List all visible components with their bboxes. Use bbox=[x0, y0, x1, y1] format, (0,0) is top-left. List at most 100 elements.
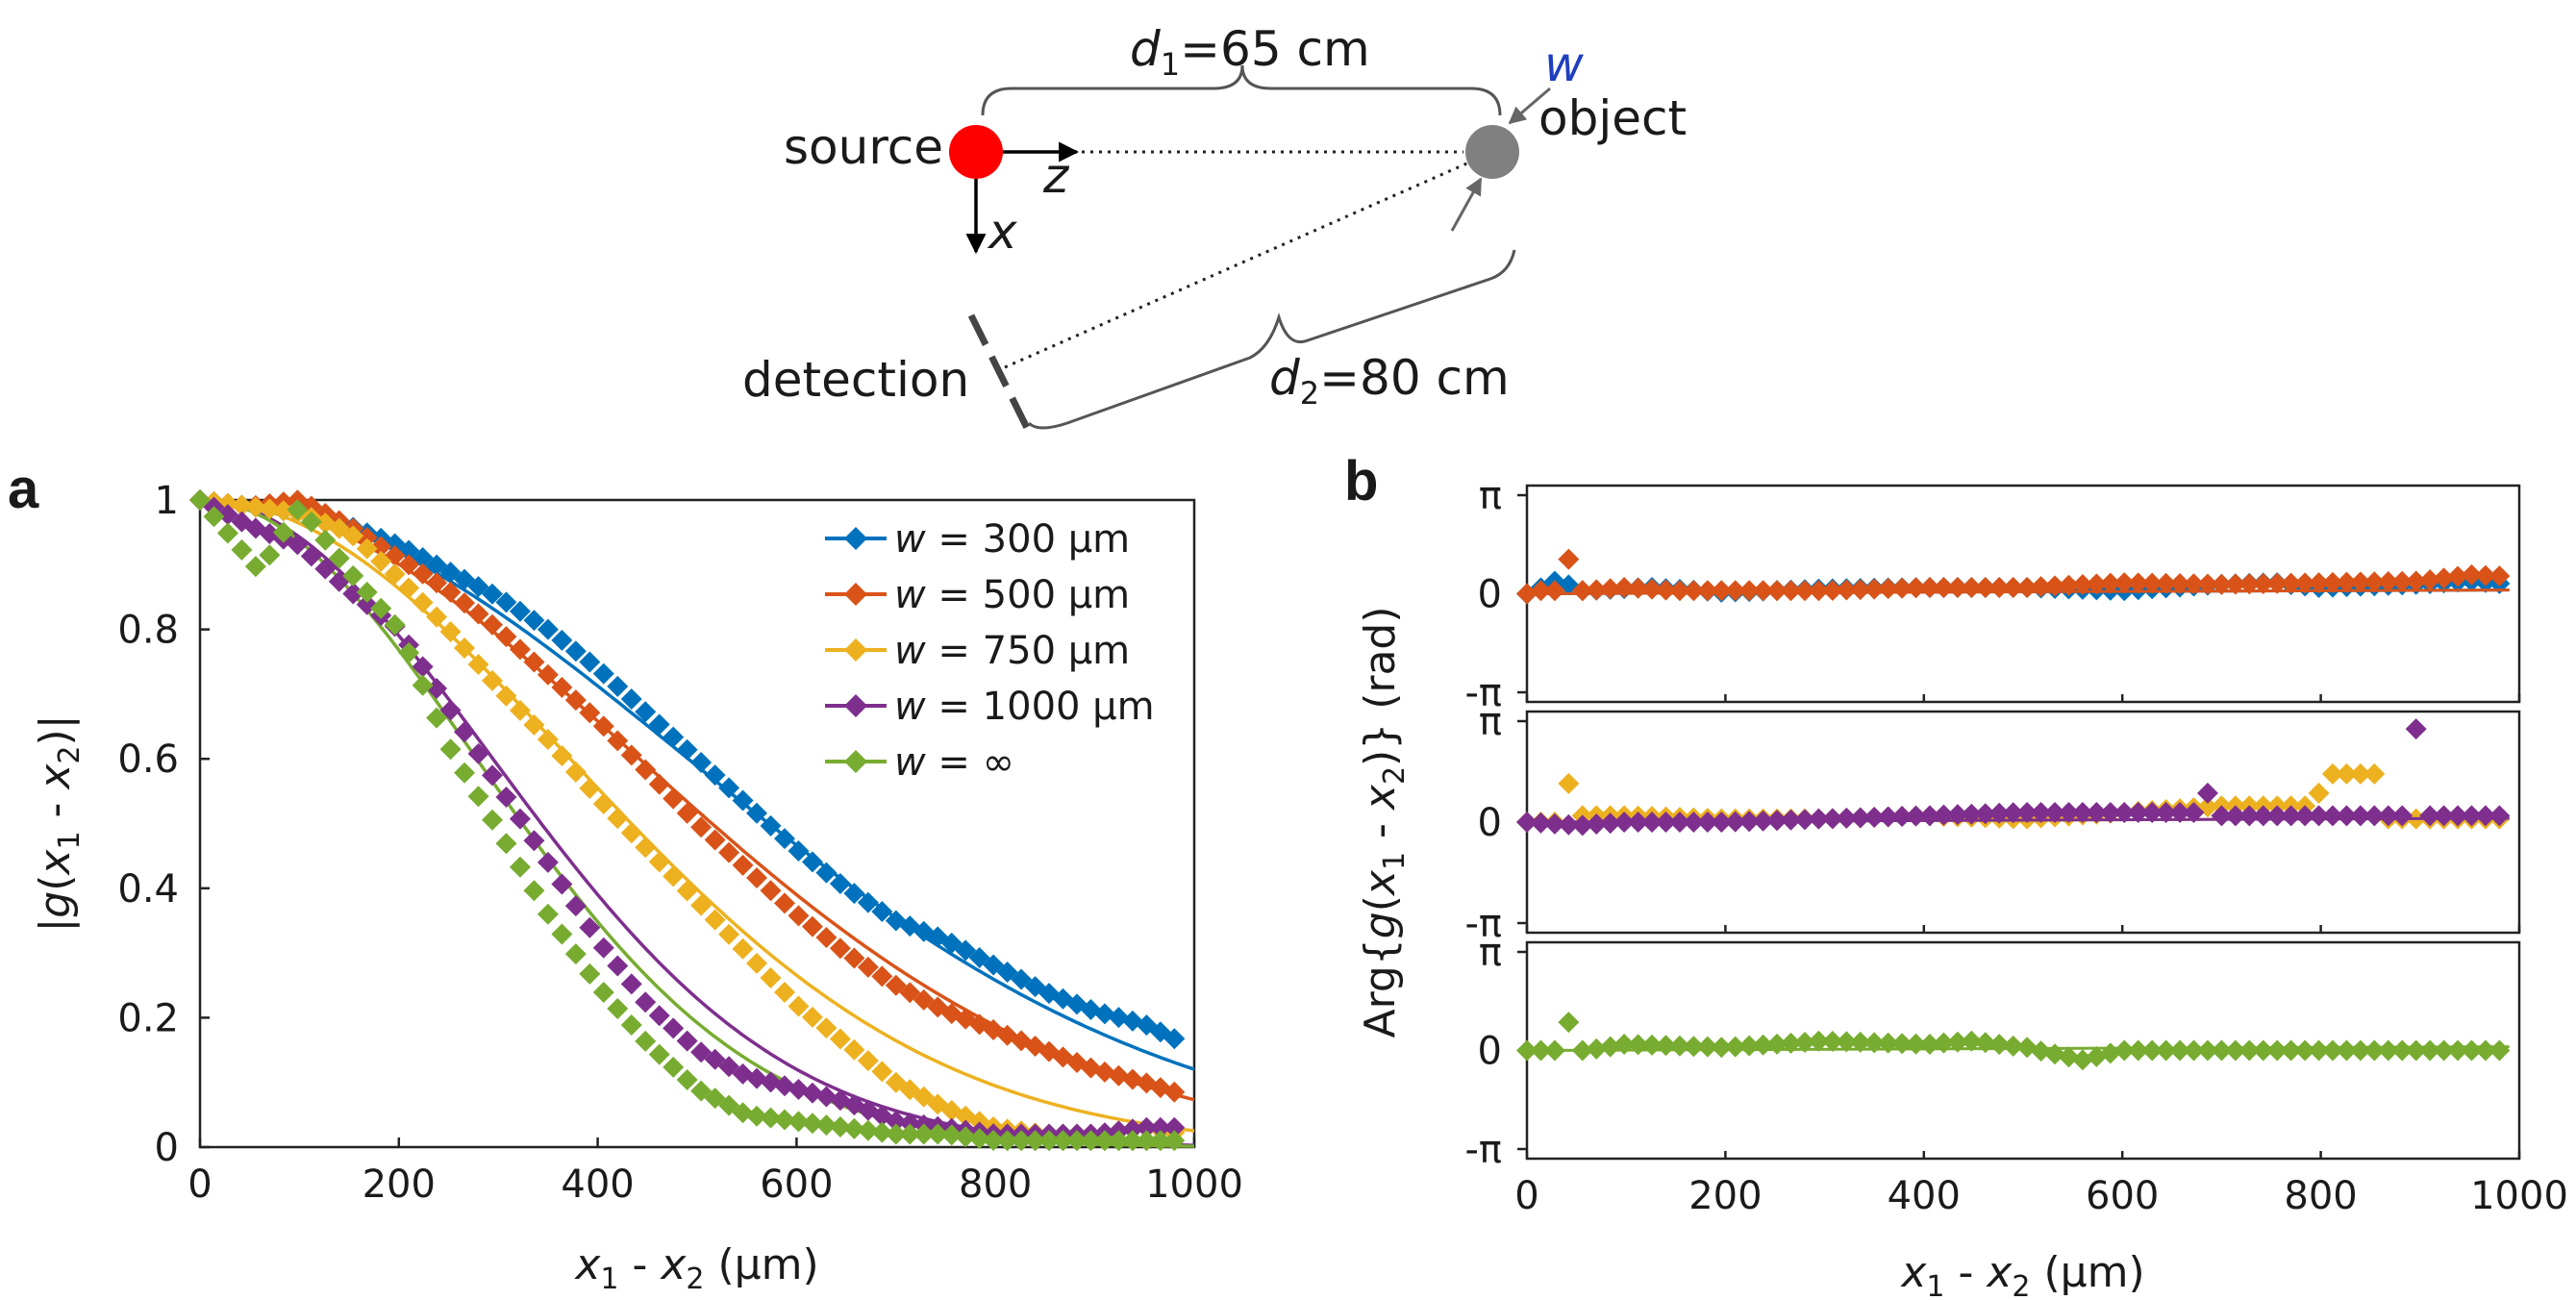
data-point bbox=[773, 982, 795, 1004]
data-point bbox=[1821, 1030, 1843, 1052]
data-point bbox=[2461, 805, 2483, 827]
data-point bbox=[1599, 578, 1621, 600]
data-point bbox=[1530, 812, 1552, 834]
data-point bbox=[592, 715, 614, 738]
data-point bbox=[1571, 814, 1593, 837]
data-point bbox=[746, 867, 768, 889]
data-point bbox=[788, 995, 810, 1017]
data-point bbox=[1738, 580, 1761, 602]
data-point bbox=[607, 808, 629, 830]
y-axis-label: Arg{g(x1 - x2)} (rad) bbox=[1356, 606, 1412, 1038]
data-point bbox=[913, 1086, 935, 1108]
data-point bbox=[300, 545, 322, 567]
data-point bbox=[2363, 1039, 2386, 1062]
y-tick-label: 0 bbox=[1478, 1030, 1502, 1074]
data-point bbox=[1543, 812, 1565, 835]
data-point bbox=[564, 689, 587, 712]
data-point bbox=[2196, 1039, 2218, 1062]
data-point bbox=[801, 1006, 823, 1028]
data-point bbox=[523, 651, 545, 673]
data-point bbox=[342, 525, 364, 547]
data-point bbox=[2238, 1039, 2261, 1062]
data-point bbox=[2419, 805, 2441, 827]
data-point bbox=[1933, 576, 1955, 598]
data-point bbox=[1586, 579, 1608, 601]
data-point bbox=[983, 1130, 1005, 1152]
data-point bbox=[439, 738, 462, 761]
data-point bbox=[592, 662, 614, 685]
data-point bbox=[1793, 580, 1815, 602]
data-point bbox=[2447, 565, 2469, 588]
data-point bbox=[551, 873, 573, 895]
data-point bbox=[342, 564, 364, 587]
data-point bbox=[370, 550, 392, 572]
data-point bbox=[1655, 812, 1677, 833]
x-tick-label: 800 bbox=[2284, 1174, 2357, 1218]
data-point bbox=[439, 562, 462, 584]
data-point bbox=[885, 974, 907, 996]
data-point bbox=[2474, 1039, 2496, 1062]
data-point bbox=[523, 713, 545, 736]
panel-a-label: a bbox=[8, 458, 39, 520]
data-point bbox=[2196, 573, 2218, 595]
data-point bbox=[398, 554, 420, 576]
data-point bbox=[704, 829, 726, 851]
data-point bbox=[2196, 782, 2218, 804]
data-point bbox=[412, 591, 434, 613]
data-point bbox=[732, 789, 754, 812]
data-point bbox=[328, 517, 350, 539]
data-point bbox=[801, 851, 823, 873]
data-point bbox=[231, 538, 253, 561]
data-point bbox=[1891, 1033, 1913, 1055]
data-point bbox=[509, 638, 531, 661]
data-point bbox=[244, 556, 266, 578]
data-point bbox=[2099, 1042, 2121, 1064]
y-tick-label: 0.2 bbox=[117, 996, 179, 1040]
data-point bbox=[899, 1112, 921, 1134]
data-point bbox=[857, 956, 879, 978]
data-point bbox=[1780, 1032, 1802, 1054]
legend-label: w = 750 μm bbox=[894, 629, 1130, 673]
data-point bbox=[829, 1116, 851, 1138]
data-point bbox=[1752, 1034, 1774, 1056]
data-point bbox=[1793, 809, 1815, 831]
x-tick-label: 200 bbox=[363, 1162, 436, 1207]
data-point bbox=[899, 1123, 921, 1145]
legend-marker bbox=[844, 638, 867, 662]
data-point bbox=[579, 702, 601, 724]
data-point bbox=[635, 759, 657, 781]
data-point bbox=[2030, 801, 2052, 823]
data-point bbox=[1641, 812, 1663, 833]
data-point bbox=[1558, 813, 1580, 836]
data-point bbox=[1933, 1032, 1955, 1054]
data-point bbox=[495, 626, 517, 648]
data-point bbox=[1946, 576, 1968, 598]
data-point bbox=[2447, 1039, 2469, 1062]
data-point bbox=[2141, 572, 2163, 594]
data-point bbox=[231, 494, 253, 516]
plot-frame bbox=[198, 498, 1196, 1149]
data-point bbox=[2058, 801, 2080, 823]
data-point bbox=[2321, 762, 2343, 785]
data-point bbox=[2461, 563, 2483, 586]
data-point bbox=[2127, 572, 2149, 594]
data-point bbox=[1877, 578, 1899, 600]
data-point bbox=[592, 982, 614, 1004]
data-point bbox=[1724, 1036, 1746, 1058]
data-point bbox=[1849, 579, 1871, 601]
data-point bbox=[2447, 805, 2469, 827]
data-point bbox=[1586, 1038, 1608, 1060]
data-point bbox=[871, 901, 893, 923]
data-point bbox=[1974, 803, 1996, 825]
data-point bbox=[1121, 1118, 1143, 1140]
data-point bbox=[1641, 1034, 1663, 1056]
data-point bbox=[1974, 1032, 1996, 1054]
data-point bbox=[356, 581, 378, 603]
data-point bbox=[1516, 1039, 1538, 1062]
data-point bbox=[829, 938, 851, 960]
data-point bbox=[2266, 1039, 2288, 1062]
data-point bbox=[885, 1071, 907, 1093]
data-point bbox=[2252, 573, 2274, 595]
data-point bbox=[885, 1123, 907, 1145]
data-point bbox=[454, 592, 476, 614]
